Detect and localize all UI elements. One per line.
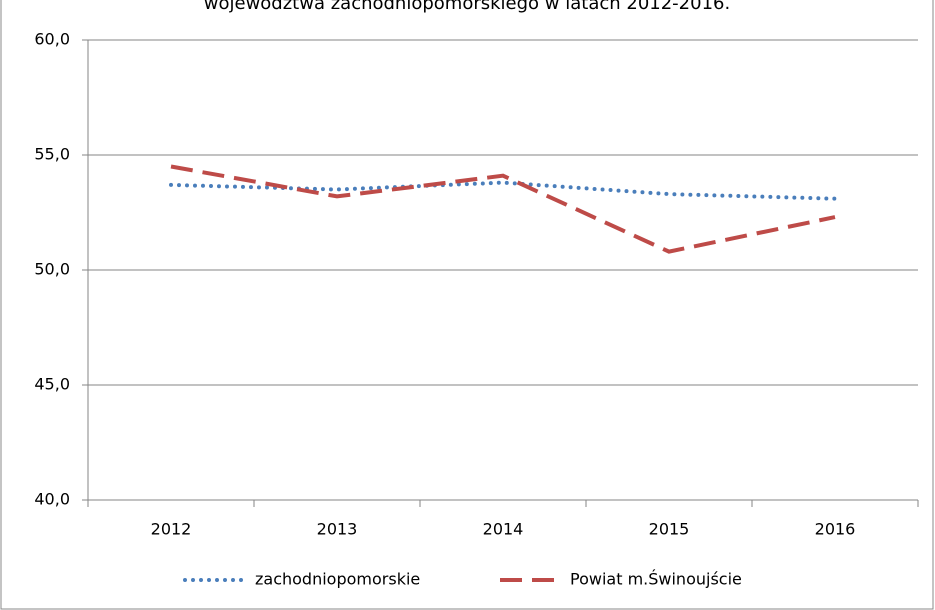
line-series — [170, 164, 836, 254]
y-tick-label: 50,0 — [34, 260, 70, 279]
x-tick-label: 2015 — [649, 520, 690, 539]
x-tick-label: 2016 — [815, 520, 856, 539]
x-tick-label: 2012 — [151, 520, 192, 539]
x-tick-label: 2014 — [483, 520, 524, 539]
y-tick-label: 40,0 — [34, 490, 70, 509]
legend-label: Powiat m.Świnoujście — [570, 570, 742, 589]
legend-label: zachodniopomorskie — [255, 570, 420, 589]
chart-title: województwa zachodniopomorskiego w latac… — [204, 0, 730, 14]
y-tick-label: 55,0 — [34, 145, 70, 164]
y-tick-label: 45,0 — [34, 375, 70, 394]
x-tick-label: 2013 — [317, 520, 358, 539]
y-tick-label: 60,0 — [34, 30, 70, 49]
